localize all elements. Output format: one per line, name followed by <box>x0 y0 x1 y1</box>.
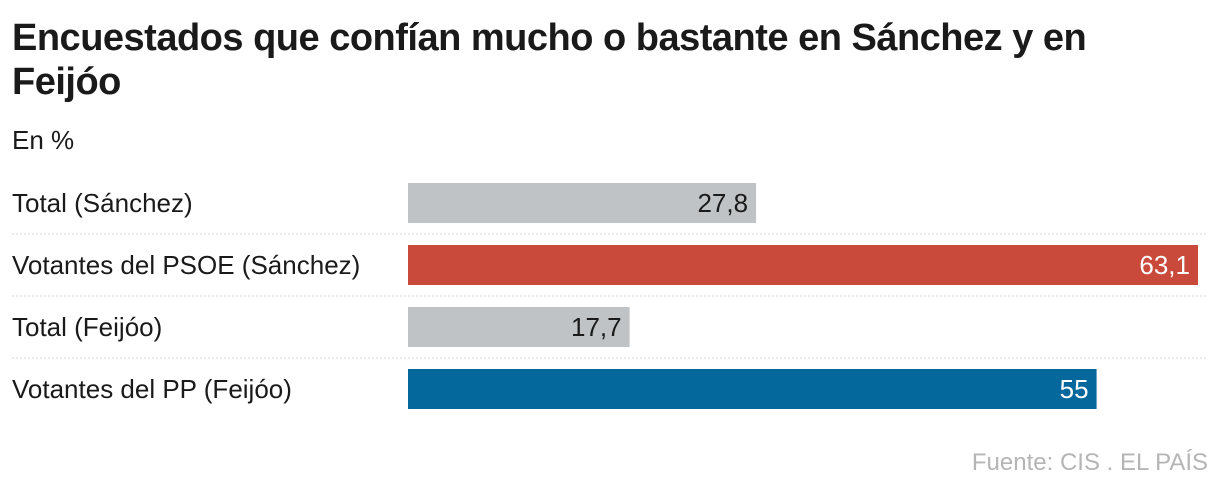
chart-subtitle: En % <box>12 125 75 155</box>
bar-chart: Total (Sánchez) 27,8 Votantes del PSOE (Sá… <box>12 183 1208 409</box>
row-label: Votantes del PSOE (Sánchez) <box>12 250 360 280</box>
bar-value-label: 17,7 <box>571 312 622 342</box>
bar <box>408 183 757 223</box>
source-note: Fuente: CIS . EL PAÍS <box>971 449 1208 476</box>
bar-value-label: 55 <box>1060 374 1089 404</box>
bar-value-label: 63,1 <box>1139 250 1190 280</box>
bar-value-label: 27,8 <box>697 188 748 218</box>
row-label: Votantes del PP (Feijóo) <box>12 374 292 404</box>
row-label: Total (Feijóo) <box>12 312 162 342</box>
bar <box>408 307 630 347</box>
bar <box>408 369 1097 409</box>
row-label: Total (Sánchez) <box>12 188 193 218</box>
chart-title: Encuestados que confían mucho o bastante… <box>12 17 1087 103</box>
bar <box>408 245 1198 285</box>
